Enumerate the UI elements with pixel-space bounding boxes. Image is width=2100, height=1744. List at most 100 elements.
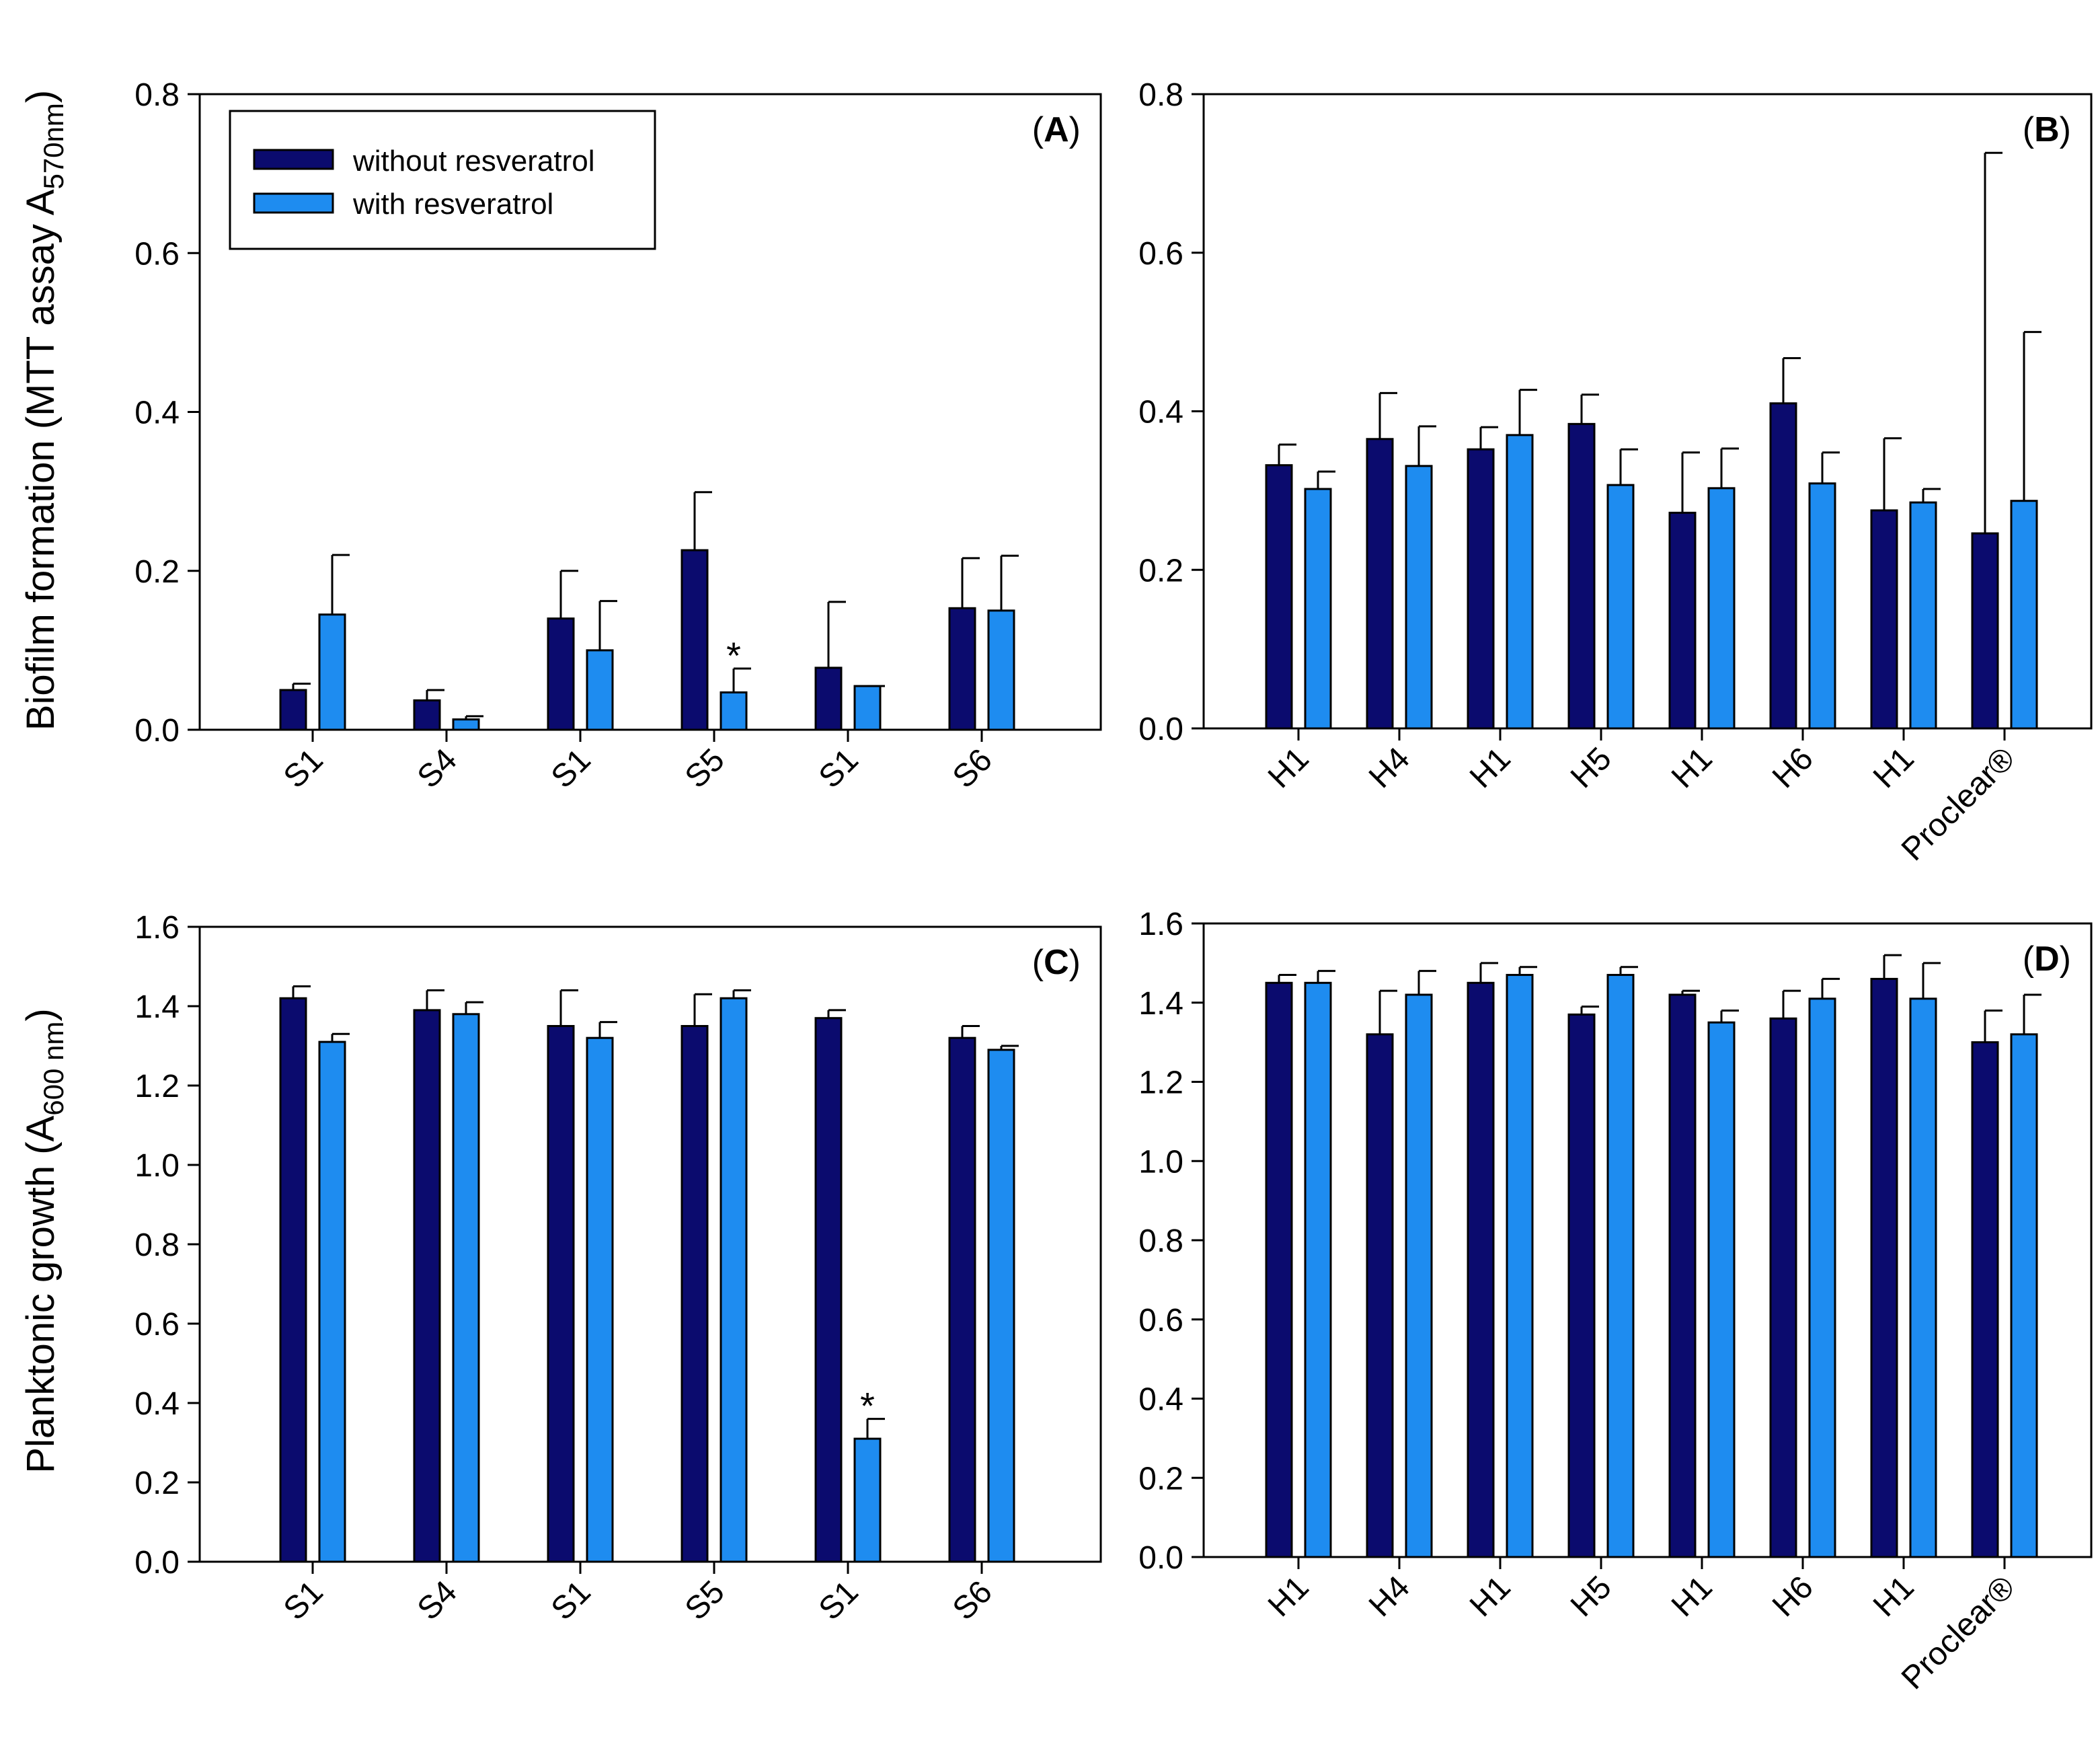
panel-d-bar-without <box>1668 993 1697 1558</box>
ylabel-planktonic-main: Planktonic growth (A <box>19 1115 63 1473</box>
panel-d-category-label: H1 <box>1665 1569 1719 1624</box>
legend-swatch-without <box>253 149 334 170</box>
panel-c-bar-with <box>452 1013 480 1563</box>
panel-b-ytick-label: 0.0 <box>1138 712 1183 747</box>
panel-c-ytick-label: 0.6 <box>134 1307 180 1342</box>
panel-b-ytick-label: 0.2 <box>1138 553 1183 589</box>
panel-c-label-part: ( <box>1032 943 1044 982</box>
panel-c-label-part: C <box>1044 943 1069 982</box>
panel-c-category-label: S1 <box>277 1574 330 1627</box>
panel-a-category-label: S1 <box>812 742 865 795</box>
panel-d-bar-with <box>1405 993 1433 1558</box>
panel-a-bar-with <box>853 685 882 731</box>
panel-c-label: (C) <box>1032 943 1081 982</box>
panel-b-bar-with <box>1304 488 1332 730</box>
panel-c-ytick-label: 0.2 <box>134 1466 180 1501</box>
panel-d-category-label: H1 <box>1463 1569 1518 1624</box>
panel-c: 0.0 0.2 0.4 0.6 0.8 1.0 1.2 1.4 1.6 S1 S4 S1 S5 S1 S6 *… <box>134 910 1102 1627</box>
panel-a-ytick-label: 0.2 <box>134 554 180 590</box>
panel-b-label: (B) <box>2023 110 2071 149</box>
panel-d-bar-with <box>1808 997 1836 1558</box>
panel-b-bar-without <box>1366 438 1394 730</box>
panel-c-bar-with <box>318 1040 346 1563</box>
legend-box <box>229 110 656 250</box>
panel-a-label-part: ) <box>1069 110 1081 149</box>
ylabel-biofilm-sub: 570nm <box>38 103 69 189</box>
panel-d-ytick-label: 0.8 <box>1138 1223 1183 1259</box>
panel-c-ytick-label: 1.6 <box>134 910 180 946</box>
panel-b-bar-with <box>1808 482 1836 730</box>
panel-d-category-label: H5 <box>1564 1569 1619 1624</box>
panel-b-label-part: ( <box>2023 110 2035 149</box>
panel-b-bar-without <box>1567 422 1596 730</box>
panel-a-bar-with <box>318 613 346 731</box>
panel-d-bar-without <box>1870 977 1898 1558</box>
panel-d-category-label: H1 <box>1261 1569 1316 1624</box>
panel-c-category-label: S6 <box>946 1574 999 1627</box>
ylabel-biofilm-main: Biofilm formation (MTT assay A <box>19 189 63 730</box>
panel-c-label-part: ) <box>1069 943 1081 982</box>
panel-a-label-part: ( <box>1032 110 1044 149</box>
panel-b-bar-with <box>1909 501 1937 730</box>
panel-b-category-label: H4 <box>1362 741 1417 795</box>
panel-b-category-label: H1 <box>1463 741 1518 795</box>
panel-d-ytick-label: 0.6 <box>1138 1303 1183 1338</box>
panel-c-category-label: S1 <box>545 1574 598 1627</box>
panel-d: 0.0 0.2 0.4 0.6 0.8 1.0 1.2 1.4 1.6 H1 H4 H1 H5 H1 H6 H… <box>1138 907 2093 1696</box>
panel-b-bar-without <box>1769 402 1797 730</box>
panel-c-ytick-label: 0.0 <box>134 1545 180 1581</box>
panel-b-bar-with <box>1707 487 1736 730</box>
panel-b-bar-without <box>1971 532 1999 730</box>
panel-c-bar-without <box>680 1025 709 1563</box>
legend-label-without: without resveratrol <box>352 145 594 178</box>
panel-b: 0.00.20.40.60.8H1 H4 H1 H5 H1 H6 H1Proclear®(B… <box>1138 77 2093 868</box>
panel-a-bar-with <box>586 649 614 731</box>
panel-b-label-part: ) <box>2060 110 2071 149</box>
panel-d-ytick-label: 1.2 <box>1138 1065 1183 1101</box>
panel-a-category-label: S5 <box>678 742 732 795</box>
panel-a-category-label: S1 <box>545 742 598 795</box>
panel-c-bar-with <box>987 1049 1015 1563</box>
panel-d-ytick-label: 1.4 <box>1138 986 1183 1022</box>
panel-b-bar-without <box>1467 448 1495 730</box>
panel-a-category-label: S1 <box>277 742 330 795</box>
panel-d-category-label: H4 <box>1362 1569 1417 1624</box>
panel-a-bar-with <box>720 691 748 731</box>
panel-c-ytick-label: 1.0 <box>134 1148 180 1184</box>
panel-d-bar-without <box>1971 1041 1999 1558</box>
panel-b-bar-without <box>1265 464 1293 730</box>
panel-b-category-label: H1 <box>1665 741 1719 795</box>
panel-d-label-part: ( <box>2023 940 2035 979</box>
panel-c-bar-with <box>853 1437 882 1563</box>
panel-b-frame <box>1202 93 2093 730</box>
panel-a-bar-without <box>948 607 976 731</box>
panel-d-bar-without <box>1567 1013 1596 1558</box>
ylabel-planktonic: Planktonic growth (A600 nm) <box>19 1008 69 1473</box>
panel-d-bar-without <box>1265 981 1293 1558</box>
panel-d-category-label: H1 <box>1867 1569 1921 1624</box>
panel-a-bar-without <box>547 617 575 731</box>
panel-a-bar-with <box>452 718 480 731</box>
panel-c-significance-star: * <box>860 1385 875 1427</box>
panel-a-label-part: A <box>1044 110 1069 149</box>
panel-d-bar-with <box>1606 974 1635 1558</box>
panel-d-label-part: D <box>2034 940 2060 979</box>
panel-d-ytick-label: 0.2 <box>1138 1461 1183 1496</box>
panel-a-bar-without <box>680 549 709 731</box>
panel-d-bar-without <box>1467 981 1495 1558</box>
legend: without resveratrol with resveratrol <box>229 110 656 250</box>
panel-b-category-label: H6 <box>1766 741 1820 795</box>
panel-b-category-label: H1 <box>1867 741 1921 795</box>
panel-a-significance-star: * <box>726 634 741 677</box>
panel-d-bar-with <box>1909 997 1937 1558</box>
legend-label-with: with resveratrol <box>352 188 553 221</box>
panel-d-label: (D) <box>2023 940 2071 979</box>
panel-d-bar-without <box>1366 1033 1394 1558</box>
panel-c-category-label: S4 <box>411 1574 464 1627</box>
panel-c-bar-without <box>948 1036 976 1563</box>
panel-d-category-label: H6 <box>1766 1569 1820 1624</box>
ylabel-planktonic-tail: ) <box>19 1008 63 1021</box>
panel-c-category-label: S5 <box>678 1574 732 1627</box>
legend-swatch-with <box>253 192 334 214</box>
panel-c-ytick-label: 1.4 <box>134 989 180 1025</box>
